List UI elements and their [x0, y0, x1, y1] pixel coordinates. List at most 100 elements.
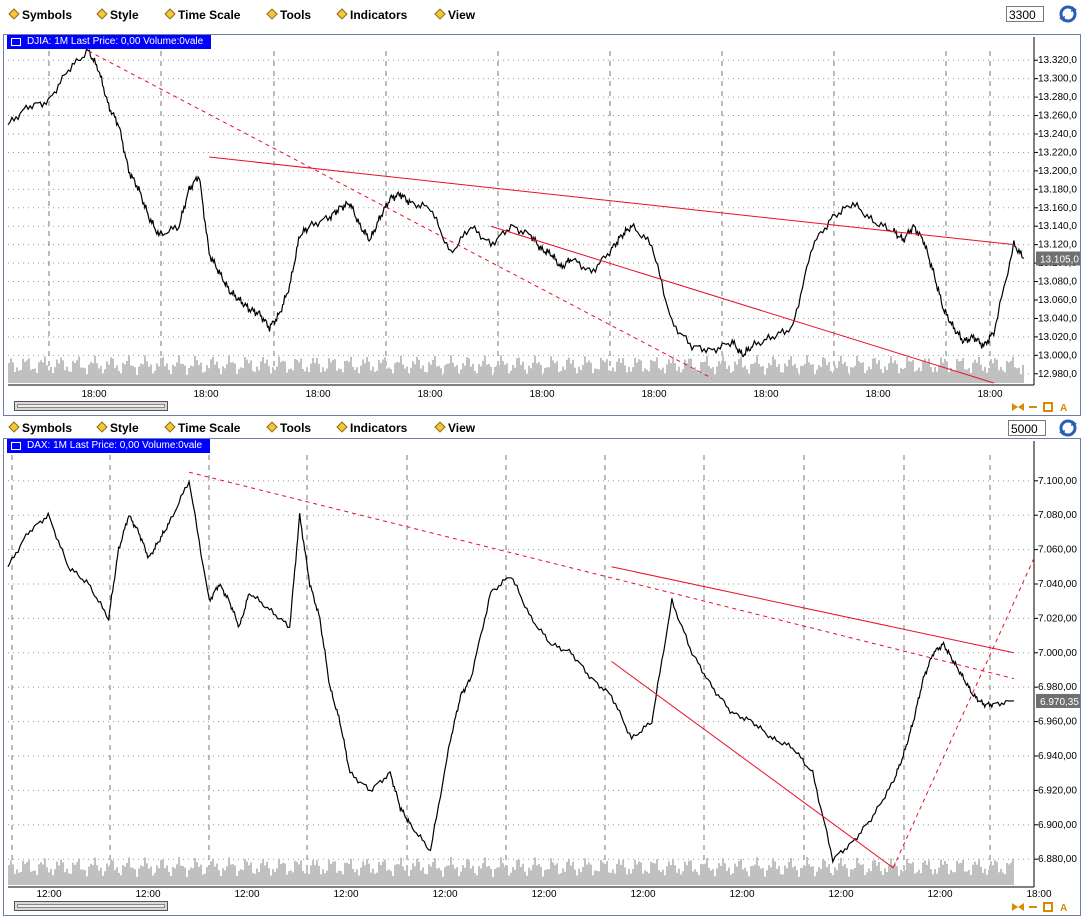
scrollbar-thumb[interactable] — [17, 404, 165, 408]
volume-bar — [954, 370, 956, 383]
volume-bar — [214, 364, 216, 383]
volume-bar — [164, 868, 166, 885]
menu-style[interactable]: Style — [96, 421, 139, 435]
volume-bar — [464, 365, 466, 383]
menu-view[interactable]: View — [434, 8, 475, 22]
volume-bar — [802, 867, 804, 885]
volume-bar — [820, 869, 822, 885]
volume-bar — [392, 875, 394, 885]
volume-bar — [144, 857, 146, 885]
volume-bar — [700, 864, 702, 885]
volume-bar — [666, 866, 668, 885]
volume-bar — [622, 358, 624, 383]
volume-bar — [200, 362, 202, 383]
y-tick-label: 7.100,00 — [1038, 476, 1077, 487]
bar-count-input[interactable]: 3300 — [1006, 6, 1044, 22]
volume-bar — [434, 858, 436, 885]
volume-bar — [866, 872, 868, 885]
x-tick-label: 18:00 — [1026, 889, 1051, 900]
menu-time-scale[interactable]: Time Scale — [164, 8, 240, 22]
volume-bar — [56, 359, 58, 383]
djia-scrollbar[interactable] — [14, 401, 168, 411]
volume-bar — [498, 365, 500, 383]
volume-bar — [514, 869, 516, 885]
volume-bar — [498, 867, 500, 885]
volume-bar — [74, 864, 76, 885]
volume-bar — [378, 360, 380, 383]
volume-bar — [760, 366, 762, 383]
dax-scrollbar[interactable] — [14, 901, 168, 911]
refresh-icon[interactable] — [1058, 4, 1078, 24]
volume-bar — [24, 863, 26, 885]
volume-bar — [314, 363, 316, 383]
volume-bar — [270, 875, 272, 885]
volume-bar — [136, 374, 138, 383]
djia-nav-icons[interactable]: A — [1012, 401, 1076, 413]
volume-bar — [802, 365, 804, 383]
volume-bar — [36, 874, 38, 885]
volume-bar — [552, 862, 554, 885]
volume-bar — [324, 371, 326, 383]
volume-bar — [780, 372, 782, 383]
volume-bar — [464, 867, 466, 885]
volume-bar — [254, 371, 256, 383]
volume-bar — [222, 868, 224, 885]
volume-bar — [500, 857, 502, 885]
volume-bar — [452, 864, 454, 885]
volume-bar — [256, 366, 258, 383]
volume-bar — [104, 871, 106, 885]
volume-bar — [226, 364, 228, 383]
volume-bar — [888, 363, 890, 383]
refresh-icon[interactable] — [1058, 418, 1078, 438]
volume-bar — [334, 861, 336, 885]
volume-bar — [724, 361, 726, 383]
volume-bar — [944, 860, 946, 885]
menu-style[interactable]: Style — [96, 8, 139, 22]
menu-symbols[interactable]: Symbols — [8, 8, 72, 22]
volume-bar — [108, 364, 110, 383]
volume-bar — [804, 363, 806, 383]
volume-bar — [796, 368, 798, 383]
volume-bar — [662, 367, 664, 383]
volume-bar — [848, 374, 850, 383]
volume-bar — [910, 361, 912, 383]
volume-bar — [828, 362, 830, 383]
volume-bar — [616, 361, 618, 383]
menu-tools[interactable]: Tools — [266, 421, 311, 435]
scrollbar-thumb[interactable] — [17, 904, 165, 908]
menu-time-scale[interactable]: Time Scale — [164, 421, 240, 435]
volume-bar — [722, 356, 724, 383]
volume-bar — [146, 863, 148, 885]
volume-bar — [442, 876, 444, 885]
volume-bar — [336, 370, 338, 383]
menu-tools[interactable]: Tools — [266, 8, 311, 22]
volume-bar — [748, 374, 750, 383]
volume-bar — [590, 864, 592, 885]
volume-bar — [654, 361, 656, 383]
volume-bar — [306, 367, 308, 383]
menu-indicators[interactable]: Indicators — [336, 8, 407, 22]
volume-bar — [370, 872, 372, 885]
menu-indicators[interactable]: Indicators — [336, 421, 407, 435]
bar-count-input[interactable]: 5000 — [1008, 420, 1046, 436]
volume-bar — [774, 861, 776, 885]
volume-bar — [778, 364, 780, 383]
volume-bar — [920, 873, 922, 885]
menu-view[interactable]: View — [434, 421, 475, 435]
volume-bar — [1014, 367, 1016, 383]
volume-bar — [216, 361, 218, 383]
volume-bar — [658, 368, 660, 383]
volume-bar — [812, 866, 814, 885]
dax-nav-icons[interactable]: A — [1012, 901, 1076, 913]
volume-bar — [18, 370, 20, 383]
volume-bar — [264, 363, 266, 383]
volume-bar — [26, 862, 28, 885]
volume-bar — [46, 365, 48, 383]
menu-symbols[interactable]: Symbols — [8, 421, 72, 435]
volume-bar — [84, 368, 86, 383]
volume-bar — [634, 859, 636, 885]
volume-bar — [214, 866, 216, 885]
volume-bar — [168, 871, 170, 885]
volume-bar — [594, 870, 596, 885]
y-tick-label: 13.080,0 — [1038, 277, 1077, 288]
